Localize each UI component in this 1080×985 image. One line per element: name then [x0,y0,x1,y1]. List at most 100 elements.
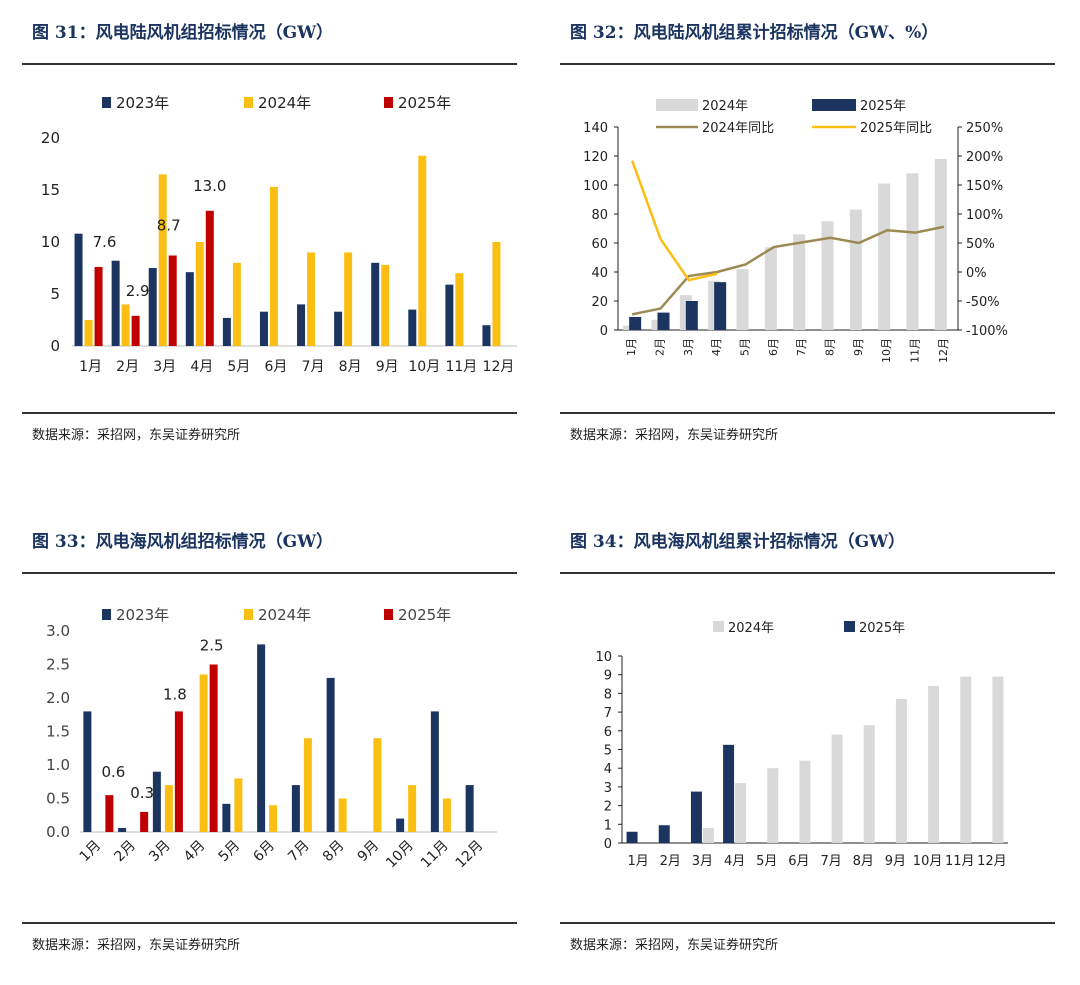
bar-2024年 [442,798,451,832]
bottom-rule [560,922,1055,924]
x-tick-label: 8月 [339,359,362,375]
x-tick-label: 10月 [408,359,440,375]
x-tick-label: 7月 [285,838,313,866]
x-tick-label: 2月 [116,359,139,375]
legend-label: 2024年 [702,99,748,114]
chart-32: 0 20 40 60 80 100 120 140 -100% -50% 0% 50% 100% 150%… [583,99,1008,363]
chart-panel-32: 图 32：风电陆风机组累计招标情况（GW、%） 0 20 40 60 80 100 120 1… [560,0,1055,460]
data-label: 0.6 [101,763,125,781]
x-tick-label: 7月 [795,338,808,356]
line-2025年同比 [630,160,718,282]
y-tick-label: 9 [604,669,612,684]
x-tick-label: 2月 [111,838,139,866]
legend-swatch [384,97,393,108]
y-tick-label: 1 [604,818,612,833]
x-tick-label: 9月 [885,854,906,869]
bar-2023年 [291,785,300,832]
legend-label: 2023年 [116,606,169,624]
data-label: 8.7 [157,217,181,235]
y2-tick-label: 150% [966,179,1003,194]
x-tick-label: 12月 [937,338,950,363]
x-tick-label: 2月 [660,854,681,869]
source-note: 数据来源：采招网，东吴证券研究所 [32,428,241,443]
legend-swatch [844,621,855,632]
bar-2024年 [158,174,167,346]
data-label: 0.3 [130,784,154,802]
bar-2024年 [492,242,501,346]
x-tick-label: 2月 [654,338,667,356]
bottom-rule [22,922,517,924]
bar-2024年 [895,699,907,843]
y-tick-label: 10 [41,233,60,251]
bar-2024年 [84,320,93,346]
y-tick-label: 7 [604,706,612,721]
chart-title: 图 31：风电陆风机组招标情况（GW） [32,23,334,43]
bar-2023年 [118,827,127,832]
y-tick-label: 3 [604,781,612,796]
legend-swatch [102,609,111,620]
chart-title: 图 34：风电海风机组累计招标情况（GW） [570,532,906,552]
legend-label: 2024年同比 [702,121,774,136]
bar-2024年 [821,221,834,330]
line-2024年同比 [631,225,945,316]
y-tick-label: 20 [41,129,60,147]
bar-2025年 [205,210,214,346]
y-tick-label: 80 [591,208,608,223]
y-tick-label: 100 [583,179,608,194]
x-tick-label: 5月 [216,838,244,866]
bar-2025年 [131,315,140,346]
bottom-rule [560,412,1055,414]
bar-2024年 [373,738,382,832]
x-tick-label: 3月 [146,838,174,866]
bar-2024年 [232,262,241,346]
bar-2025年 [174,711,183,832]
x-tick-label: 12月 [453,838,487,872]
chart-title: 图 33：风电海风机组招标情况（GW） [32,532,334,552]
x-tick-label: 10月 [913,854,943,869]
y-tick-label: 5 [50,285,60,303]
legend-swatch [244,97,253,108]
legend-label: 2025年 [859,621,905,636]
bar-2025年 [140,811,149,832]
legend-swatch [656,99,698,111]
source-note: 数据来源：采招网，东吴证券研究所 [32,938,241,953]
chart-panel-34: 图 34：风电海风机组累计招标情况（GW） 0 1 2 3 4 5 6 7 8 9 10 1月 2月 3月… [560,515,1055,975]
x-tick-label: 8月 [320,838,348,866]
top-rule [560,63,1055,65]
bar-2024年 [928,685,940,843]
bar-2025年 [685,301,698,330]
bar-2024年 [906,173,919,330]
bar-2025年 [658,825,670,843]
top-rule [22,63,517,65]
bar-2023年 [334,311,343,346]
legend-label: 2025年 [398,606,451,624]
bar-2024年 [849,209,862,330]
bar-2024年 [269,186,278,346]
x-tick-label: 12月 [977,854,1007,869]
bar-2023年 [465,785,474,832]
legend-label: 2023年 [116,94,169,112]
chart-34: 0 1 2 3 4 5 6 7 8 9 10 1月 2月 3月 4月 5月 6月 7月 8月 9月 10月 11月 12月 2… [595,621,1008,869]
y-tick-label: 60 [591,237,608,252]
y2-tick-label: -100% [966,324,1008,339]
chart-title: 图 32：风电陆风机组累计招标情况（GW、%） [570,23,939,43]
bar-2024年 [195,242,204,346]
x-tick-label: 11月 [945,854,975,869]
x-tick-label: 5月 [227,359,250,375]
legend-swatch [812,99,856,111]
y-tick-label: 0.0 [46,823,70,841]
x-tick-label: 9月 [376,359,399,375]
bar-2024年 [307,252,316,346]
y-tick-label: 8 [604,687,612,702]
bar-2023年 [185,272,194,346]
top-rule [560,572,1055,574]
legend-swatch [384,609,393,620]
y2-tick-label: 0% [966,266,987,281]
y-tick-label: 2.0 [46,689,70,707]
x-tick-label: 10月 [383,838,417,872]
legend-label: 2025年 [398,94,451,112]
bar-2024年 [934,158,947,330]
x-tick-label: 5月 [756,854,777,869]
bar-2025年 [714,282,727,330]
bar-2024年 [234,778,243,832]
